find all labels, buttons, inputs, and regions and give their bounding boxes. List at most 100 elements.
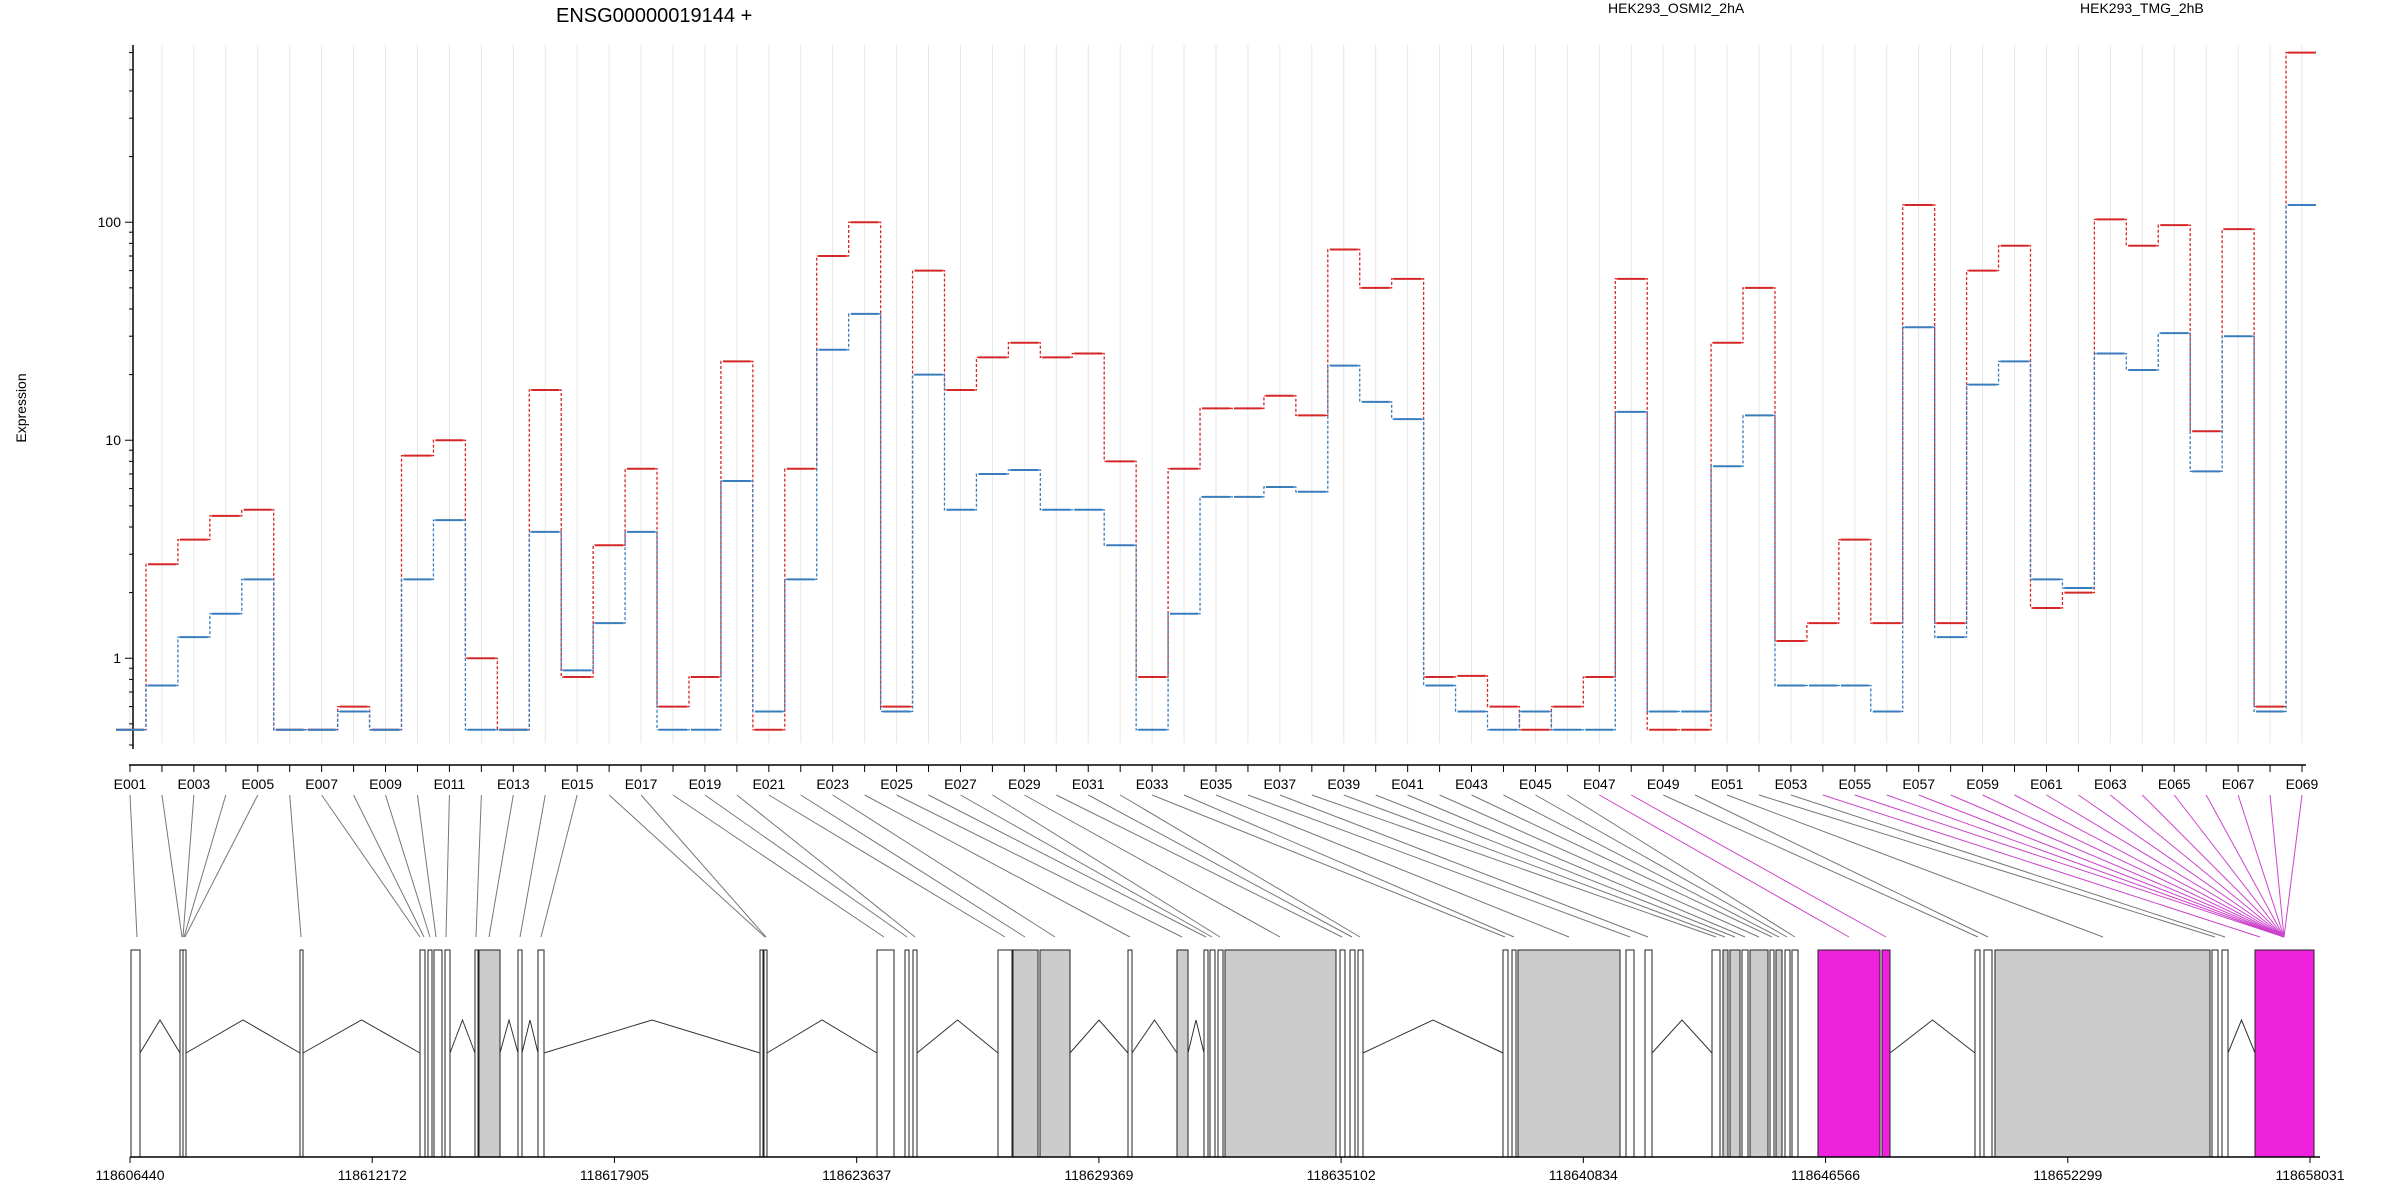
series-connector xyxy=(623,468,628,546)
series-connector xyxy=(1868,538,1873,624)
series-connector xyxy=(1453,675,1458,678)
series-connector xyxy=(591,622,596,671)
exon-connector xyxy=(1662,794,1979,938)
exon-connector xyxy=(1535,794,1788,938)
exon-block xyxy=(1974,949,1981,1158)
exon-block xyxy=(1749,949,1769,1158)
x-tick-label: E037 xyxy=(1264,776,1297,792)
exon-connector xyxy=(1599,794,1850,938)
exon-connector xyxy=(1407,794,1746,938)
series-connector xyxy=(1549,710,1554,731)
x-tick-label: E023 xyxy=(816,776,849,792)
series-connector xyxy=(175,538,180,565)
exon-block xyxy=(1769,949,1775,1158)
series-connector xyxy=(1517,710,1522,731)
exon-connector xyxy=(1343,794,1726,938)
x-tick-label: E029 xyxy=(1008,776,1041,792)
x-tick-label: E035 xyxy=(1200,776,1233,792)
exon-block xyxy=(1012,949,1039,1158)
x-tick-label: E013 xyxy=(497,776,530,792)
exon-connector xyxy=(416,794,437,938)
exon-block xyxy=(130,949,141,1158)
exon-connector xyxy=(1151,794,1506,938)
intron-line xyxy=(521,1019,539,1054)
exon-connector xyxy=(1056,794,1343,938)
series-connector xyxy=(1741,287,1746,344)
exon-connector xyxy=(1024,794,1281,938)
series-connector xyxy=(1134,460,1139,678)
series-connector xyxy=(2028,245,2033,609)
coord-tick-label: 118623637 xyxy=(822,1167,891,1183)
series-connector xyxy=(846,313,851,351)
exon-connector xyxy=(1183,794,1515,938)
series-connector xyxy=(1836,538,1841,624)
series-connector xyxy=(527,531,532,731)
series-connector xyxy=(1134,544,1139,731)
exon-connector xyxy=(1822,794,2261,938)
series-connector xyxy=(207,613,212,638)
series-connector xyxy=(1613,278,1618,678)
series-connector xyxy=(878,221,883,708)
exon-connector xyxy=(992,794,1221,938)
exon-connector xyxy=(2269,794,2285,938)
exon-connector xyxy=(161,794,183,938)
series-connector xyxy=(2252,228,2257,708)
x-tick-label: E051 xyxy=(1711,776,1744,792)
series-connector xyxy=(1581,676,1586,708)
exon-block xyxy=(759,949,764,1158)
exon-connector xyxy=(1247,794,1631,938)
y-tick-label: 1 xyxy=(113,650,121,666)
exon-connector xyxy=(608,794,766,938)
intron-line xyxy=(916,1019,999,1054)
exon-block xyxy=(997,949,1013,1158)
series-connector xyxy=(1166,468,1171,678)
series-connector xyxy=(495,657,500,731)
intron-line xyxy=(1889,1019,1976,1054)
exon-block xyxy=(1127,949,1133,1158)
exon-connector xyxy=(1439,794,1760,938)
series-connector xyxy=(2188,224,2193,432)
exon-connector xyxy=(640,794,767,938)
exon-block xyxy=(474,949,479,1158)
series-connector xyxy=(1261,395,1266,410)
exon-connector xyxy=(1375,794,1736,938)
series-connector xyxy=(2220,335,2225,472)
x-tick-label: E063 xyxy=(2094,776,2127,792)
series-connector xyxy=(2284,204,2289,713)
x-tick-label: E039 xyxy=(1327,776,1360,792)
series-connector xyxy=(207,515,212,541)
series-connector xyxy=(1517,705,1522,731)
x-tick-label: E017 xyxy=(625,776,658,792)
exon-connector xyxy=(2283,794,2303,938)
series-connector xyxy=(559,531,564,671)
exon-block xyxy=(299,949,304,1158)
exon-block xyxy=(182,949,187,1158)
series-connector xyxy=(1261,486,1266,498)
x-tick-label: E061 xyxy=(2030,776,2063,792)
exon-connector xyxy=(475,794,482,938)
series-connector xyxy=(1772,287,1777,642)
exon-connector xyxy=(289,794,302,938)
exon-connector xyxy=(184,794,259,938)
exon-block xyxy=(517,949,523,1158)
exon-block xyxy=(1775,949,1783,1158)
series-connector xyxy=(1389,278,1394,289)
exon-block xyxy=(433,949,443,1158)
x-tick-label: E065 xyxy=(2158,776,2191,792)
x-tick-label: E019 xyxy=(689,776,722,792)
series-connector xyxy=(591,544,596,678)
exon-connector xyxy=(353,794,425,938)
exon-connector xyxy=(1471,794,1773,938)
series-connector xyxy=(2220,228,2225,432)
legend-entry-osmi2: HEK293_OSMI2_2hA xyxy=(1608,0,1745,16)
exon-block xyxy=(1517,949,1621,1158)
series-connector xyxy=(1932,204,1937,624)
exon-block xyxy=(478,949,501,1158)
x-tick-label: E047 xyxy=(1583,776,1616,792)
exon-connector xyxy=(832,794,1056,938)
series-connector xyxy=(271,578,276,731)
exon-block xyxy=(2211,949,2219,1158)
series-connector xyxy=(1325,364,1330,493)
exon-connector xyxy=(1279,794,1649,938)
coord-tick-label: 118658031 xyxy=(2275,1167,2344,1183)
